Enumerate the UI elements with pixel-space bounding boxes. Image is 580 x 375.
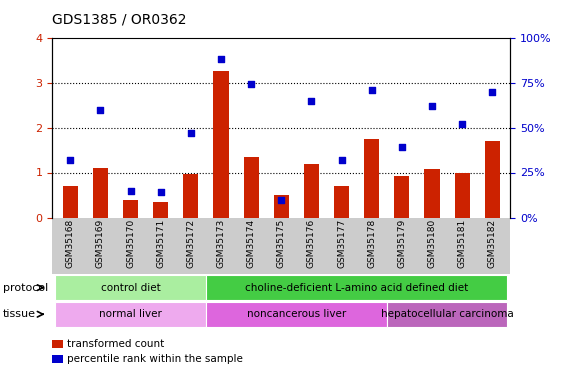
Bar [274, 195, 289, 217]
Text: protocol: protocol [3, 283, 48, 292]
Point [307, 98, 316, 104]
Point [458, 121, 467, 127]
Text: noncancerous liver: noncancerous liver [246, 309, 346, 319]
Text: tissue: tissue [3, 309, 36, 319]
Bar [123, 200, 138, 217]
Point [337, 157, 346, 163]
Text: transformed count: transformed count [67, 339, 165, 349]
Bar [455, 172, 470, 217]
Text: choline-deficient L-amino acid defined diet: choline-deficient L-amino acid defined d… [245, 283, 468, 292]
Point [66, 157, 75, 163]
Text: control diet: control diet [101, 283, 161, 292]
Text: normal liver: normal liver [99, 309, 162, 319]
Bar [93, 168, 108, 217]
Bar [304, 164, 319, 218]
Point [367, 87, 376, 93]
Point [246, 81, 256, 87]
Text: GDS1385 / OR0362: GDS1385 / OR0362 [52, 12, 187, 26]
Bar [213, 71, 229, 217]
Bar [334, 186, 349, 218]
Bar [394, 176, 409, 218]
Point [488, 88, 497, 94]
Point [156, 189, 165, 195]
Point [216, 56, 226, 62]
Bar [485, 141, 500, 218]
Bar [364, 139, 379, 218]
Text: hepatocellular carcinoma: hepatocellular carcinoma [380, 309, 513, 319]
Bar [63, 186, 78, 218]
Bar [153, 202, 168, 217]
Point [277, 196, 286, 202]
Point [96, 106, 105, 112]
Bar [183, 174, 198, 217]
Point [126, 188, 135, 194]
Bar [244, 157, 259, 218]
Point [427, 103, 437, 109]
Point [186, 130, 195, 136]
Bar [425, 169, 440, 217]
Text: percentile rank within the sample: percentile rank within the sample [67, 354, 243, 364]
Point [397, 144, 407, 150]
